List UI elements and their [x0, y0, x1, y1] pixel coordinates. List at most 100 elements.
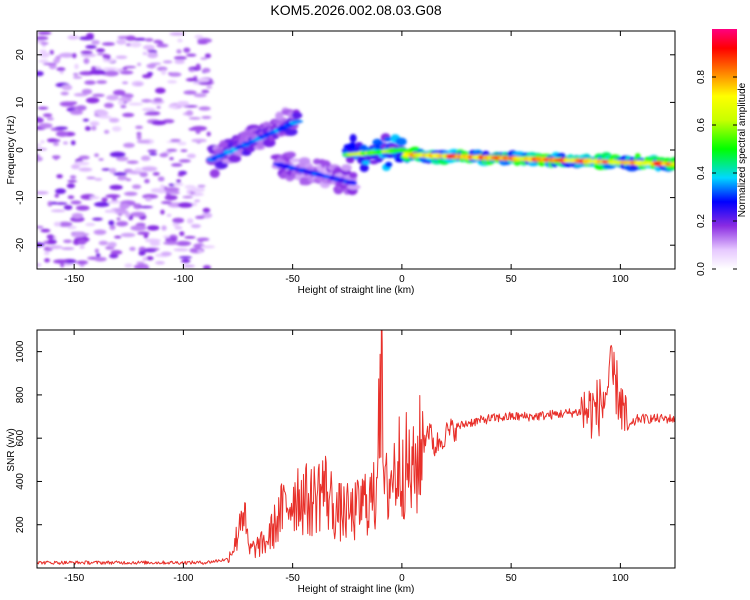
spectrogram-cell — [102, 58, 116, 63]
spectrogram-cell — [98, 158, 104, 161]
spectrogram-ytick-label: 20 — [15, 49, 26, 61]
spectrogram-xtick-label: 50 — [506, 274, 518, 285]
spectrogram-cell — [58, 52, 75, 58]
spectrogram-cell — [123, 65, 137, 69]
spectrogram-cell — [94, 256, 107, 262]
spectrogram-cell — [136, 261, 145, 265]
spectrogram-cell — [42, 113, 53, 118]
spectrogram-cell — [289, 158, 301, 163]
spectrogram-cell — [174, 59, 185, 64]
spectrogram-cell — [193, 93, 207, 98]
spectrogram-cell — [182, 195, 193, 199]
spectrogram-x-axis: -150 -100 -50 0 50 100 — [64, 31, 629, 285]
spectrogram-cell — [138, 205, 154, 209]
spectrogram-cell — [144, 38, 154, 42]
spectrogram-cell — [94, 153, 99, 157]
snr-xtick-label: -100 — [173, 573, 193, 584]
snr-x-axis: -150 -100 -50 0 50 100 — [64, 330, 629, 584]
snr-xtick-label: 0 — [399, 573, 405, 584]
spectrogram-cell — [197, 238, 204, 243]
spectrogram-cell — [164, 194, 178, 201]
spectrogram-cell — [186, 53, 197, 57]
spectrogram-cell — [37, 225, 44, 229]
spectrogram-cell — [179, 256, 192, 259]
spectrogram-cell — [194, 199, 201, 203]
spectrogram-cell — [161, 225, 167, 231]
spectrogram-cell — [98, 115, 112, 119]
spectrogram-cell — [130, 225, 147, 231]
spectrogram-cell — [102, 67, 118, 71]
spectrogram-cell — [85, 97, 100, 104]
spectrogram-cell — [74, 63, 79, 70]
spectrogram-cell — [195, 63, 201, 70]
spectrogram-cell — [108, 220, 115, 226]
spectrogram-cell — [37, 143, 42, 147]
spectrogram-cell — [175, 240, 192, 247]
spectrogram-cell — [37, 36, 49, 41]
spectrogram-cell — [195, 129, 201, 135]
spectrogram-cell — [140, 155, 151, 161]
spectrogram-cell — [359, 163, 369, 173]
spectrogram-cell — [53, 155, 59, 161]
spectrogram-cell — [163, 186, 180, 193]
spectrogram-cell — [166, 148, 178, 152]
spectrogram-cell — [181, 259, 191, 263]
spectrogram-cell — [70, 140, 76, 146]
spectrogram-cell — [53, 221, 61, 227]
spectrogram-cell — [109, 253, 119, 259]
spectrogram-cell — [63, 141, 68, 145]
colorbar-tick-label: 0.2 — [696, 214, 707, 228]
spectrogram-cell — [124, 263, 133, 268]
spectrogram-cell — [291, 119, 303, 124]
spectrogram-cell — [168, 105, 178, 109]
spectrogram-cell — [117, 100, 124, 105]
spectrogram-cell — [53, 142, 59, 146]
spectrogram-cell — [107, 241, 117, 248]
spectrogram-cell — [103, 70, 119, 77]
spectrogram-cell — [44, 258, 50, 263]
snr-y-axis: 200 400 600 800 1000 — [15, 340, 675, 533]
spectrogram-cell — [63, 239, 73, 244]
spectrogram-cell — [96, 110, 109, 117]
spectrogram-cell — [50, 139, 61, 142]
spectrogram-cell — [77, 239, 87, 245]
snr-plot-frame — [36, 329, 676, 569]
snr-ytick-label: 800 — [15, 386, 26, 403]
spectrogram-cell — [86, 32, 94, 39]
spectrogram-cell — [142, 51, 148, 56]
spectrogram-cell — [125, 178, 132, 182]
spectrogram-cell — [116, 39, 127, 45]
snr-xtick-label: 50 — [506, 573, 518, 584]
spectrogram-cell — [123, 191, 138, 196]
spectrogram-cell — [139, 171, 148, 178]
spectrogram-cell — [82, 118, 90, 122]
spectrogram-cell — [60, 262, 65, 268]
snr-y-label: SNR (v/v) — [6, 428, 17, 471]
spectrogram-cell — [333, 166, 342, 174]
spectrogram-cell — [125, 212, 131, 218]
spectrogram-cell — [186, 189, 191, 195]
spectrogram-cell — [162, 235, 170, 239]
spectrogram-cell — [349, 134, 357, 143]
spectrogram-cell — [112, 89, 126, 96]
spectrogram-cell — [156, 66, 168, 71]
spectrogram-cell — [120, 104, 127, 109]
spectrogram-cell — [147, 149, 157, 153]
spectrogram-cell — [120, 232, 136, 238]
spectrogram-cell — [157, 41, 164, 45]
spectrogram-cell — [135, 125, 143, 130]
spectrogram-cell — [85, 45, 97, 49]
spectrogram-cell — [67, 195, 75, 200]
spectrogram-cell — [198, 81, 213, 85]
colorbar-tick-label: 0.4 — [696, 166, 707, 180]
snr-series-line — [37, 330, 675, 565]
spectrogram-xtick-label: -150 — [64, 274, 84, 285]
spectrogram-cell — [174, 226, 183, 230]
spectrogram-cell — [149, 241, 161, 246]
spectrogram-cell — [93, 201, 110, 207]
spectrogram-cell — [72, 52, 77, 59]
spectrogram-cell — [148, 152, 158, 156]
spectrogram-cell — [160, 184, 165, 191]
spectrogram-x-label: Height of straight line (km) — [298, 285, 415, 296]
